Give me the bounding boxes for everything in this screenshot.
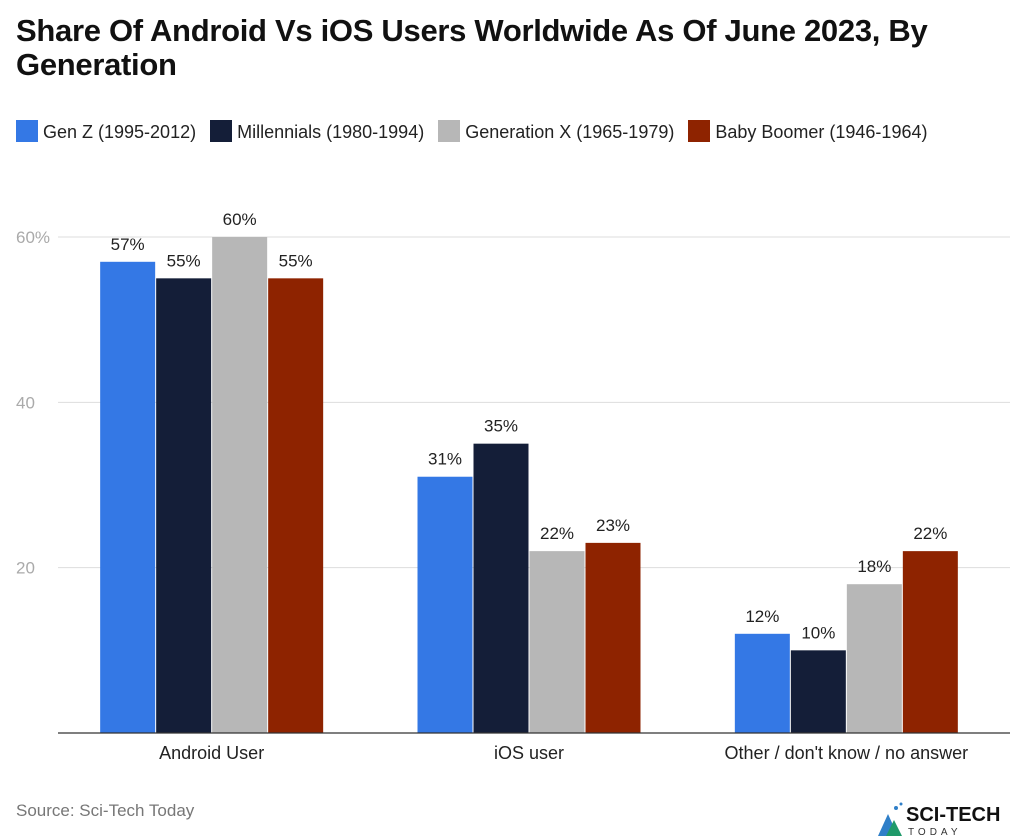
- legend-item: Baby Boomer (1946-1964): [688, 120, 928, 142]
- data-label: 22%: [913, 524, 947, 543]
- legend-label: Generation X (1965-1979): [465, 122, 675, 142]
- bar: [268, 278, 324, 733]
- legend-item: Millennials (1980-1994): [210, 120, 425, 142]
- data-label: 60%: [223, 210, 257, 229]
- y-tick-label: 20: [16, 559, 35, 578]
- data-label: 57%: [111, 235, 145, 254]
- x-tick-label: Other / don't know / no answer: [725, 743, 969, 763]
- data-label: 12%: [745, 607, 779, 626]
- data-label: 55%: [167, 251, 201, 270]
- legend-label: Gen Z (1995-2012): [43, 122, 197, 142]
- legend-swatch: [210, 120, 233, 142]
- legend: Gen Z (1995-2012) Millennials (1980-1994)…: [16, 117, 1006, 147]
- legend-item: Generation X (1965-1979): [438, 120, 675, 142]
- sci-tech-today-logo: SCI-TECH TODAY: [878, 802, 1000, 838]
- source-note: Source: Sci-Tech Today: [16, 801, 195, 820]
- data-label: 35%: [484, 417, 518, 436]
- bar: [473, 443, 529, 733]
- data-label: 18%: [857, 557, 891, 576]
- y-tick-label: 60%: [16, 228, 50, 247]
- legend-item: Gen Z (1995-2012): [16, 120, 197, 142]
- data-label: 55%: [279, 251, 313, 270]
- legend-swatch: [688, 120, 711, 142]
- legend-label: Millennials (1980-1994): [237, 122, 425, 142]
- bar: [734, 633, 790, 733]
- legend-swatch: [16, 120, 38, 142]
- bar: [100, 261, 156, 733]
- svg-text:SCI-TECH: SCI-TECH: [906, 804, 1000, 826]
- legend-swatch: [438, 120, 461, 142]
- legend-label: Baby Boomer (1946-1964): [715, 122, 928, 142]
- data-label: 22%: [540, 524, 574, 543]
- x-tick-label: Android User: [159, 743, 264, 763]
- svg-text:TODAY: TODAY: [908, 827, 962, 838]
- bar: [417, 476, 473, 733]
- data-label: 10%: [801, 623, 835, 642]
- bar: [790, 650, 846, 733]
- data-label: 23%: [596, 516, 630, 535]
- x-tick-label: iOS user: [494, 743, 564, 763]
- bar: [529, 551, 585, 733]
- y-tick-label: 40: [16, 393, 35, 412]
- bar: [902, 551, 958, 733]
- data-label: 31%: [428, 450, 462, 469]
- bar: [156, 278, 212, 733]
- bar: [585, 542, 641, 733]
- bar: [212, 237, 268, 733]
- bar: [846, 584, 902, 733]
- chart-title: Share Of Android Vs iOS Users Worldwide …: [16, 13, 928, 82]
